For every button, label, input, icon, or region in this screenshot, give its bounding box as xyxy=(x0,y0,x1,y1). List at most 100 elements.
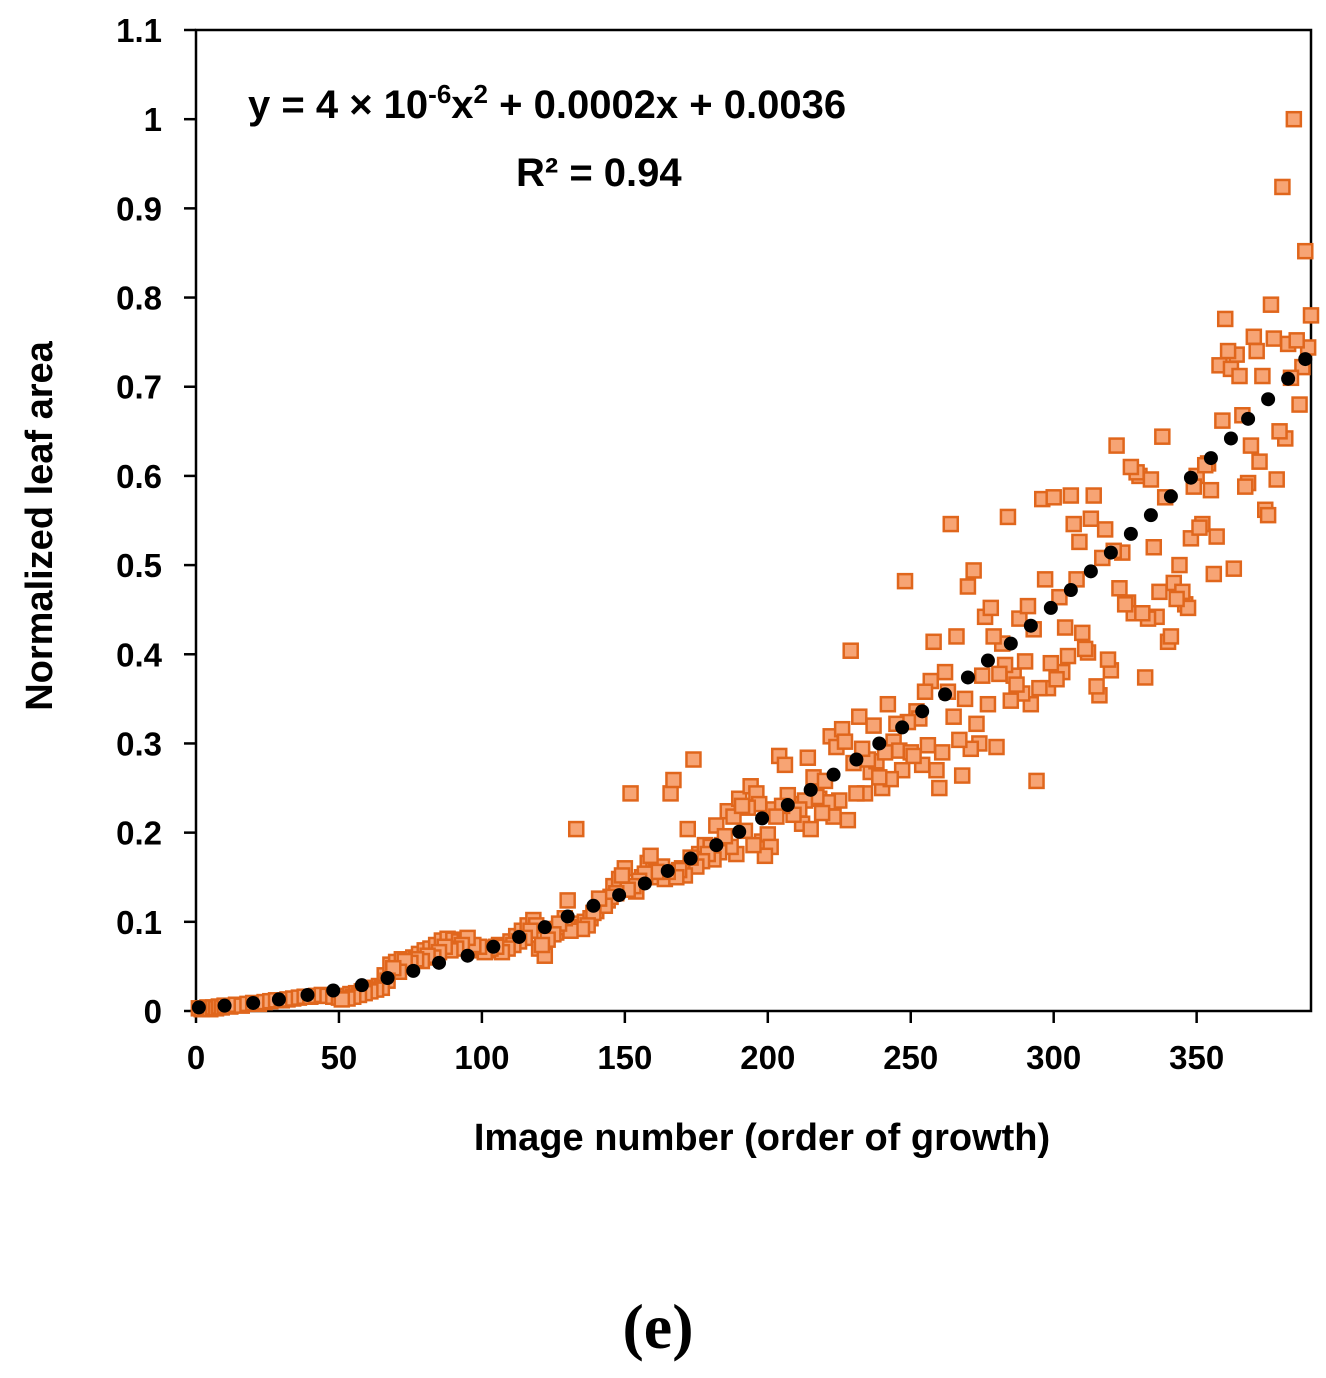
measured-point xyxy=(1242,437,1260,454)
fit-point xyxy=(780,797,795,812)
measured-point xyxy=(733,797,751,815)
measured-point xyxy=(1096,521,1114,538)
fit-point xyxy=(1123,526,1138,541)
r-squared: R² = 0.94 xyxy=(516,151,682,195)
measured-point xyxy=(1214,412,1231,429)
equation-prefix: y = 4 × 10 xyxy=(248,83,428,127)
fit-point xyxy=(980,653,995,668)
measured-point xyxy=(1045,489,1062,506)
fit-point xyxy=(1003,636,1018,651)
y-tick-label: 0.4 xyxy=(116,636,163,673)
y-axis-title: Normalized leaf area xyxy=(19,340,61,710)
measured-point xyxy=(842,642,859,659)
measured-point xyxy=(1297,242,1314,260)
fit-point xyxy=(432,955,447,970)
measured-point xyxy=(905,747,922,765)
measured-point xyxy=(1162,628,1180,645)
measured-point xyxy=(1202,481,1220,499)
equation-exponent-1: -6 xyxy=(428,79,451,109)
y-tick-label: 0.8 xyxy=(116,280,162,317)
measured-point xyxy=(1065,515,1082,533)
measured-point xyxy=(1085,487,1102,504)
measured-point xyxy=(1008,676,1025,693)
measured-point xyxy=(1048,670,1065,688)
fit-point xyxy=(915,704,930,719)
measured-point xyxy=(956,690,974,708)
measured-point xyxy=(1042,654,1060,672)
measured-point xyxy=(1016,653,1034,670)
fit-point xyxy=(1261,392,1276,407)
measured-point xyxy=(1011,610,1028,627)
axes-layer xyxy=(184,28,1313,1023)
measured-point xyxy=(1168,590,1185,608)
measured-point xyxy=(1031,679,1048,697)
measured-point xyxy=(1219,342,1237,360)
x-tick-label: 300 xyxy=(1026,1039,1081,1076)
fit-point xyxy=(271,992,286,1007)
measured-point xyxy=(936,663,954,681)
fit-point xyxy=(1223,431,1238,446)
measured-point xyxy=(1002,692,1020,709)
fit-point xyxy=(660,863,675,878)
tick-labels: 0 0.1 0.2 0.3 0.4 0.5 0.6 0.7 0.8 0.9 1 1.1 0 50 100 15… xyxy=(116,12,1224,1076)
measured-point xyxy=(813,804,831,822)
measured-point xyxy=(1056,619,1074,636)
fit-point xyxy=(406,963,421,978)
measured-point xyxy=(776,756,794,774)
fit-point xyxy=(512,929,527,944)
fit-point xyxy=(380,971,395,986)
measured-point xyxy=(1062,487,1080,504)
measured-point xyxy=(567,820,585,838)
fit-point xyxy=(755,811,770,826)
measured-point xyxy=(1265,330,1283,347)
y-tick-label: 1.1 xyxy=(116,12,162,49)
measured-point xyxy=(985,628,1002,645)
measured-point xyxy=(968,715,985,733)
measured-point xyxy=(1302,307,1320,324)
fit-point xyxy=(1298,352,1313,367)
measured-point xyxy=(1291,396,1308,413)
fit-point xyxy=(826,767,841,782)
fit-point xyxy=(326,983,341,998)
fit-point xyxy=(732,824,747,839)
measured-point xyxy=(928,761,945,779)
measured-point xyxy=(973,667,991,684)
measured-point xyxy=(1251,453,1268,470)
measured-point xyxy=(1245,328,1263,346)
measured-point xyxy=(931,779,948,797)
measured-point xyxy=(1285,110,1303,128)
measured-point xyxy=(1028,772,1045,790)
fit-point xyxy=(486,939,501,954)
measured-point xyxy=(1208,528,1225,545)
fit-point xyxy=(1241,411,1256,426)
fit-point xyxy=(586,898,601,913)
measured-point xyxy=(1088,678,1105,695)
fit-point xyxy=(1183,470,1198,485)
x-tick-label: 350 xyxy=(1169,1039,1224,1076)
measured-point xyxy=(1136,669,1154,686)
panel-label: (e) xyxy=(622,1291,693,1362)
fit-point xyxy=(803,782,818,797)
y-tick-label: 0.5 xyxy=(116,547,162,584)
measured-point xyxy=(1274,178,1291,196)
equation-suffix: + 0.0002x + 0.0036 xyxy=(488,83,846,127)
x-tick-label: 0 xyxy=(187,1039,205,1076)
measured-point xyxy=(1036,571,1054,588)
measured-point xyxy=(945,708,962,725)
fit-point xyxy=(709,838,724,853)
fit-point xyxy=(217,998,232,1013)
measured-point xyxy=(999,508,1017,526)
measured-point xyxy=(1142,471,1160,488)
measured-point xyxy=(1268,471,1285,488)
measured-point xyxy=(836,733,854,750)
measured-point xyxy=(948,628,965,645)
measured-point xyxy=(991,665,1008,683)
measured-point xyxy=(1271,423,1288,440)
fit-point xyxy=(1043,600,1058,615)
measured-point xyxy=(988,738,1005,756)
x-axis-title: Image number (order of growth) xyxy=(474,1117,1050,1159)
measured-point xyxy=(919,736,937,754)
measured-point xyxy=(1074,624,1091,642)
measured-point xyxy=(848,785,865,802)
measured-point xyxy=(1151,583,1168,601)
